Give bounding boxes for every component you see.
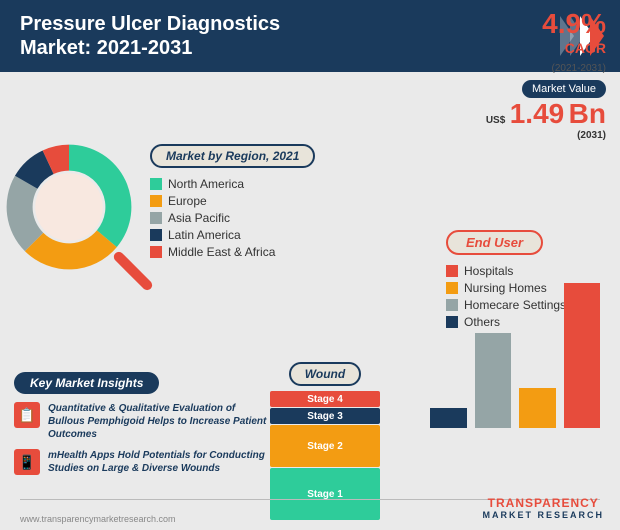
swatch-icon [150,229,162,241]
logo: TRANSPARENCY MARKET RESEARCH [482,496,604,520]
title-line2: Market: 2021-2031 [20,36,280,60]
region-item: Middle East & Africa [150,245,350,259]
mv-value: 1.49 [510,98,565,129]
logo-line1: TRANSPARENCY [482,496,604,510]
title-line1: Pressure Ulcer Diagnostics [20,12,280,36]
enduser-label: Hospitals [464,264,513,278]
bar [430,408,467,428]
mv-unit: Bn [569,98,606,129]
insight-item: 📱 mHealth Apps Hold Potentials for Conduc… [14,449,274,475]
region-item: Latin America [150,228,350,242]
bar [564,283,601,428]
cagr-years: (2021-2031) [552,63,606,74]
wound-stage: Stage 3 [270,408,380,424]
swatch-icon [150,246,162,258]
bar [519,388,556,428]
market-value-badge: Market Value [522,80,606,98]
swatch-icon [150,178,162,190]
swatch-icon [150,195,162,207]
insight-text: Quantitative & Qualitative Evaluation of… [48,402,274,441]
enduser-badge: End User [446,230,543,255]
wound-stage: Stage 4 [270,391,380,407]
region-label: Asia Pacific [168,211,230,225]
donut-chart [4,142,134,272]
region-label: Latin America [168,228,241,242]
cagr-label: CAGR [565,40,606,56]
wound-stage: Stage 1 [270,468,380,520]
insight-text: mHealth Apps Hold Potentials for Conduct… [48,449,274,475]
wound-badge: Wound [289,362,361,386]
wound-stack: Wound Stage 4Stage 3Stage 2Stage 1 [270,362,380,521]
region-badge: Market by Region, 2021 [150,144,315,168]
swatch-icon [150,212,162,224]
enduser-item: Hospitals [446,264,606,278]
mv-currency: US$ [486,115,505,126]
cagr-value: 4.9% [542,8,606,39]
title-block: Pressure Ulcer Diagnostics Market: 2021-… [20,12,280,60]
mv-year: (2031) [486,130,606,141]
enduser-bar-chart [430,278,600,428]
bar [475,333,512,428]
footer-url: www.transparencymarketresearch.com [20,514,176,524]
swatch-icon [446,265,458,277]
region-label: North America [168,177,244,191]
insights-badge: Key Market Insights [14,372,159,394]
region-item: North America [150,177,350,191]
wound-stage: Stage 2 [270,425,380,467]
region-label: Europe [168,194,207,208]
region-legend: Market by Region, 2021 North America Euro… [150,144,350,262]
region-label: Middle East & Africa [168,245,275,259]
metrics-panel: 4.9% CAGR (2021-2031) Market Value US$ 1… [486,8,606,141]
region-item: Europe [150,194,350,208]
insight-icon: 📋 [14,402,40,428]
insights-panel: Key Market Insights 📋 Quantitative & Qual… [14,372,274,483]
region-item: Asia Pacific [150,211,350,225]
insight-item: 📋 Quantitative & Qualitative Evaluation o… [14,402,274,441]
insight-icon: 📱 [14,449,40,475]
logo-line2: MARKET RESEARCH [482,510,604,520]
